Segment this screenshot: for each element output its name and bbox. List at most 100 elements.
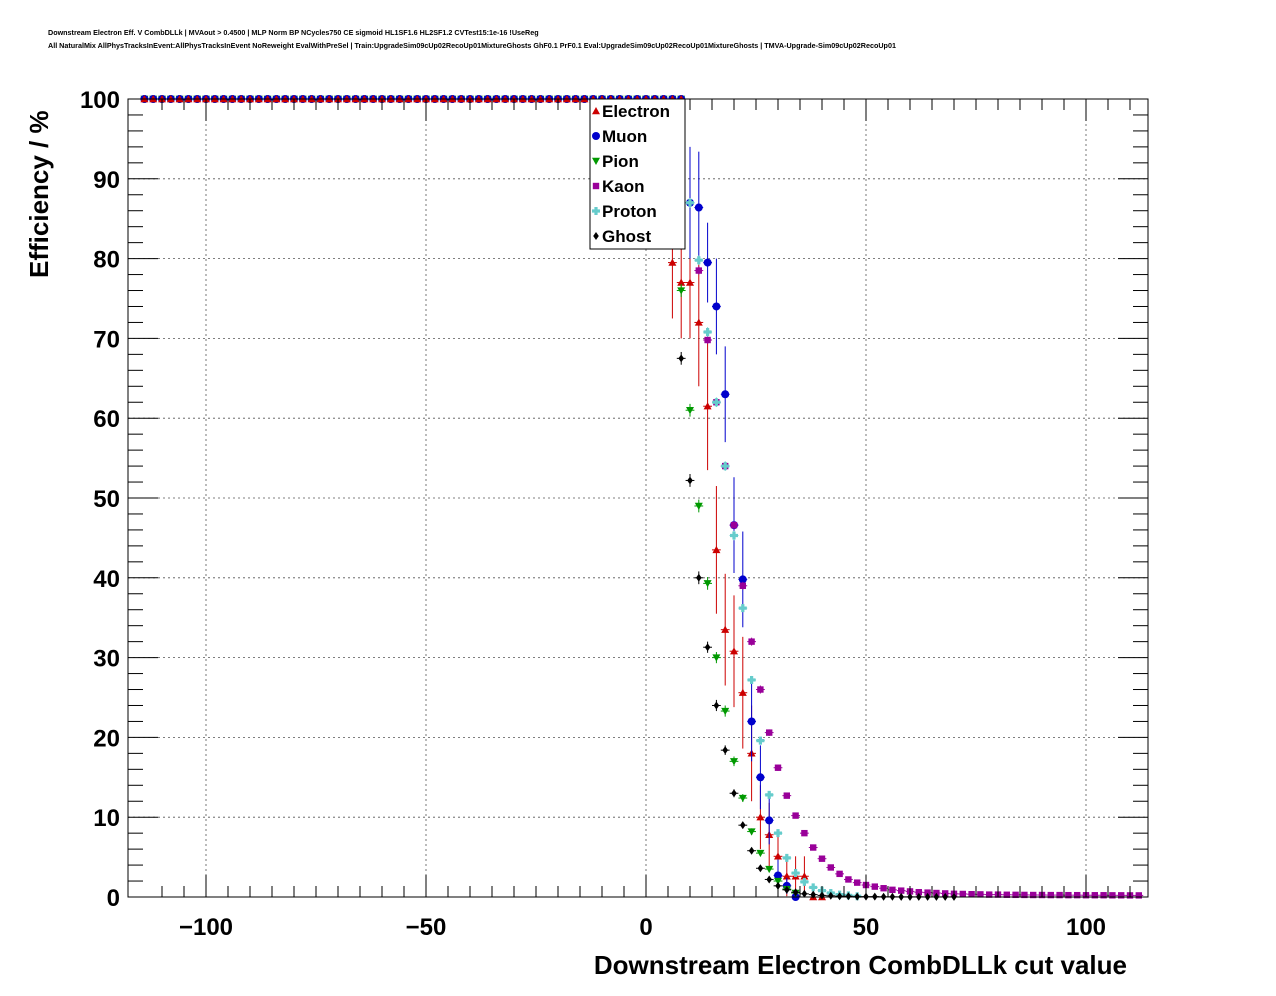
data-point	[694, 502, 703, 510]
x-tick-label: −50	[406, 914, 447, 941]
data-point	[810, 844, 817, 851]
data-point	[775, 881, 781, 890]
series-muon	[685, 146, 800, 901]
legend-label-ghost: Ghost	[602, 227, 651, 246]
legend-box	[589, 98, 686, 250]
legend-label-kaon: Kaon	[602, 177, 645, 196]
data-point	[765, 790, 774, 799]
data-point	[757, 686, 764, 693]
data-point	[756, 849, 765, 858]
data-point	[712, 398, 721, 407]
data-point	[677, 278, 686, 286]
x-tick-label: 50	[853, 914, 880, 941]
data-point	[730, 521, 738, 529]
data-point	[801, 829, 808, 837]
data-point	[1074, 891, 1081, 899]
legend: Electron Muon Pion Kaon Proton Ghost	[589, 98, 686, 250]
data-point	[694, 256, 703, 265]
data-point	[818, 855, 826, 862]
legend-marker-electron	[592, 107, 600, 115]
y-tick-label: 70	[93, 326, 120, 353]
data-point	[774, 764, 782, 771]
axis-tick-labels: −100 −50 0 50 100 0 10 20 30 40 50 60 70 80 90 100	[80, 87, 1106, 941]
data-point	[766, 875, 772, 884]
data-point	[703, 580, 712, 588]
y-tick-label: 80	[93, 247, 120, 274]
data-point	[686, 278, 694, 286]
x-tick-label: 0	[639, 914, 652, 941]
data-point	[678, 354, 684, 363]
data-point	[738, 794, 747, 803]
data-point	[774, 877, 782, 886]
data-point	[836, 892, 843, 901]
x-tick-label: −100	[179, 914, 233, 941]
y-tick-label: 30	[93, 646, 120, 673]
data-point	[686, 407, 694, 415]
data-point	[827, 864, 834, 871]
data-point	[694, 203, 703, 212]
data-point	[756, 736, 765, 745]
data-point	[898, 887, 905, 894]
data-point	[924, 889, 931, 896]
series-kaon	[694, 266, 1144, 899]
data-point	[738, 575, 747, 584]
data-point	[694, 318, 703, 326]
legend-label-pion: Pion	[602, 152, 639, 171]
data-point	[968, 891, 975, 898]
y-axis-title: Efficiency / %	[24, 110, 54, 278]
legend-label-proton: Proton	[602, 202, 657, 221]
data-point	[748, 638, 755, 645]
y-tick-label: 40	[93, 566, 120, 593]
data-point	[712, 654, 721, 662]
data-point	[774, 829, 783, 838]
data-point	[977, 891, 984, 898]
data-point	[721, 462, 730, 471]
data-point	[1056, 891, 1063, 899]
x-tick-label: 100	[1066, 914, 1106, 941]
data-point	[712, 302, 721, 311]
legend-marker-proton	[592, 207, 601, 215]
data-point	[757, 864, 764, 873]
data-point	[783, 792, 790, 799]
data-point	[704, 643, 711, 652]
legend-label-muon: Muon	[602, 127, 647, 146]
data-point	[800, 872, 809, 880]
data-point	[721, 707, 730, 716]
data-point	[704, 336, 711, 344]
data-point	[712, 545, 721, 554]
data-point	[721, 625, 730, 633]
data-point	[784, 885, 790, 894]
data-point	[1030, 891, 1037, 899]
series-ghost	[668, 224, 959, 901]
data-point	[959, 890, 966, 898]
data-point	[696, 573, 702, 582]
y-tick-label: 100	[80, 87, 120, 114]
x-axis-title: Downstream Electron CombDLLk cut value	[594, 950, 1127, 980]
data-point	[1100, 892, 1107, 899]
legend-marker-muon	[592, 132, 600, 140]
data-point	[765, 865, 774, 874]
data-point	[713, 701, 720, 710]
data-point	[774, 871, 782, 880]
data-point	[756, 773, 765, 782]
data-point	[782, 872, 791, 880]
data-point	[740, 821, 746, 830]
data-point	[792, 812, 799, 819]
data-point	[695, 267, 702, 274]
data-point	[986, 891, 993, 898]
data-point	[791, 869, 800, 878]
data-point	[889, 886, 896, 894]
data-point	[731, 789, 737, 798]
data-point	[765, 816, 774, 825]
data-point	[747, 675, 756, 684]
data-point	[1091, 892, 1098, 899]
data-point	[1109, 892, 1116, 899]
chart-title-line-1: Downstream Electron Eff. V CombDLLk | MV…	[48, 28, 539, 37]
data-point	[703, 258, 712, 267]
data-point	[748, 846, 755, 855]
data-point	[836, 870, 843, 878]
data-point	[722, 746, 728, 755]
y-tick-label: 90	[93, 167, 120, 194]
data-point	[1118, 892, 1125, 899]
chart-title-line-2: All NaturalMix AllPhysTracksInEvent:AllP…	[48, 41, 896, 50]
